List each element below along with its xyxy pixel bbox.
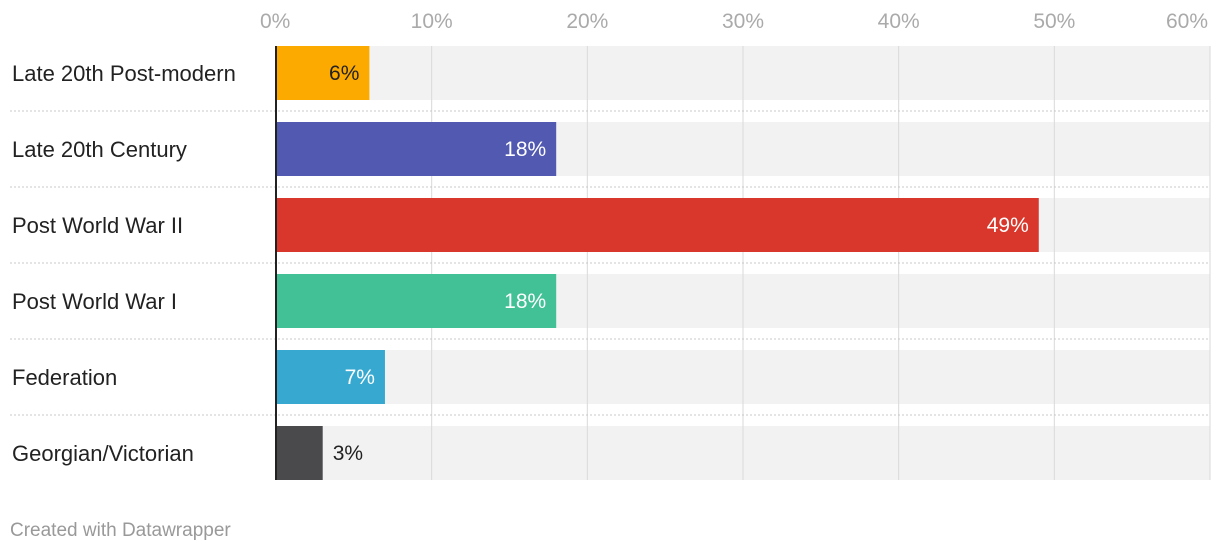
bar-late-20th-century[interactable] xyxy=(276,122,557,176)
category-label: Federation xyxy=(12,365,117,390)
value-label: 7% xyxy=(345,366,375,389)
value-label: 49% xyxy=(987,214,1029,237)
credit-text[interactable]: Created with Datawrapper xyxy=(10,520,231,541)
bar-federation[interactable] xyxy=(276,350,385,404)
category-label: Georgian/Victorian xyxy=(12,441,194,466)
x-tick-label: 60% xyxy=(1166,10,1208,33)
x-tick-label: 0% xyxy=(260,10,290,33)
bar-post-world-war-i[interactable] xyxy=(276,274,557,328)
x-tick-label: 50% xyxy=(1033,10,1075,33)
value-label: 18% xyxy=(504,290,546,313)
value-label: 3% xyxy=(333,442,363,465)
category-label: Late 20th Century xyxy=(12,137,187,162)
category-label: Post World War II xyxy=(12,213,183,238)
value-label: 6% xyxy=(329,62,359,85)
x-tick-label: 30% xyxy=(722,10,764,33)
bar-chart: 0% 10% 20% 30% 40% 50% 60% Late 20th Post-moder… xyxy=(10,10,1211,480)
x-tick-label: 20% xyxy=(566,10,608,33)
value-label: 18% xyxy=(504,138,546,161)
category-label: Late 20th Post-modern xyxy=(12,61,236,86)
bar-georgian-victorian[interactable] xyxy=(276,426,323,480)
bar-post-world-war-ii[interactable] xyxy=(276,198,1039,252)
x-tick-label: 40% xyxy=(878,10,920,33)
bar-late-20th-post-modern[interactable] xyxy=(276,46,370,100)
category-label: Post World War I xyxy=(12,289,177,314)
x-tick-label: 10% xyxy=(411,10,453,33)
